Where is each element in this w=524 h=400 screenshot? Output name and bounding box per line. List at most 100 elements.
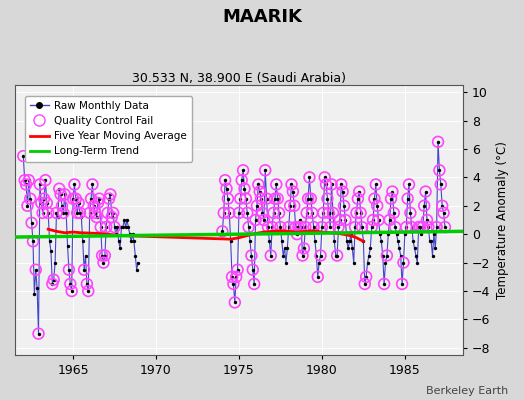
Point <box>130 238 138 244</box>
Point <box>38 210 47 216</box>
Point <box>403 196 412 202</box>
Point <box>375 217 383 223</box>
Point <box>387 196 395 202</box>
Point <box>414 224 423 230</box>
Point <box>73 210 81 216</box>
Point <box>256 188 264 195</box>
Point <box>36 181 44 188</box>
Point <box>391 224 399 230</box>
Point <box>68 288 76 294</box>
Point <box>237 177 246 184</box>
Point <box>294 224 302 230</box>
Point <box>66 281 74 287</box>
Point <box>126 231 134 237</box>
Point <box>420 202 429 209</box>
Point <box>356 210 365 216</box>
Point <box>49 276 58 283</box>
Point <box>51 260 59 266</box>
Point <box>406 210 414 216</box>
Point <box>27 220 36 226</box>
Point <box>57 191 65 198</box>
Point <box>363 260 372 266</box>
Point <box>109 210 117 216</box>
Point <box>44 210 52 216</box>
Point <box>36 181 44 188</box>
Point <box>423 217 431 223</box>
Point <box>316 252 325 259</box>
Point <box>274 196 282 202</box>
Point <box>275 210 283 216</box>
Point <box>101 252 109 259</box>
Point <box>253 202 261 209</box>
Point <box>388 188 397 195</box>
Point <box>285 224 293 230</box>
Point <box>416 224 424 230</box>
Point <box>376 231 384 237</box>
Point <box>421 188 430 195</box>
Point <box>304 196 312 202</box>
Point <box>247 252 256 259</box>
Point <box>59 210 68 216</box>
Point <box>285 224 293 230</box>
Point <box>81 252 90 259</box>
Point <box>31 266 40 273</box>
Point <box>362 274 370 280</box>
Point <box>377 238 386 244</box>
Point <box>441 224 449 230</box>
Point <box>321 174 329 180</box>
Point <box>252 217 260 223</box>
Point <box>250 281 258 287</box>
Point <box>325 210 333 216</box>
Point <box>131 252 139 259</box>
Point <box>313 274 322 280</box>
Point <box>221 177 230 184</box>
Point <box>417 231 425 237</box>
Point <box>264 224 272 230</box>
Point <box>301 224 310 230</box>
Point <box>405 181 413 188</box>
Point <box>120 217 128 223</box>
Point <box>107 214 116 220</box>
Point <box>83 281 91 287</box>
Point <box>98 252 106 259</box>
Point <box>286 202 294 209</box>
Point <box>312 252 321 259</box>
Point <box>269 210 278 216</box>
Point <box>244 224 253 230</box>
Point <box>90 202 98 209</box>
Point <box>298 252 307 259</box>
Point <box>76 210 84 216</box>
Point <box>380 281 388 287</box>
Point <box>280 245 289 252</box>
Point <box>356 210 365 216</box>
Point <box>42 200 51 206</box>
Point <box>341 217 350 223</box>
Point <box>435 167 444 174</box>
Point <box>41 177 50 184</box>
Point <box>354 196 362 202</box>
Point <box>328 181 336 188</box>
Point <box>23 202 31 209</box>
Point <box>337 181 345 188</box>
Title: 30.533 N, 38.900 E (Saudi Arabia): 30.533 N, 38.900 E (Saudi Arabia) <box>132 72 346 85</box>
Point <box>397 252 405 259</box>
Point <box>264 224 272 230</box>
Point <box>83 281 91 287</box>
Point <box>263 196 271 202</box>
Point <box>355 188 364 195</box>
Point <box>435 167 444 174</box>
Point <box>34 330 42 337</box>
Point <box>339 188 347 195</box>
Point <box>387 196 395 202</box>
Point <box>401 231 409 237</box>
Point <box>352 210 361 216</box>
Point <box>383 252 391 259</box>
Point <box>434 139 442 145</box>
Point <box>94 200 102 206</box>
Point <box>87 196 95 202</box>
Point <box>122 224 130 230</box>
Point <box>337 181 345 188</box>
Point <box>69 196 77 202</box>
Point <box>267 252 275 259</box>
Point <box>409 238 417 244</box>
